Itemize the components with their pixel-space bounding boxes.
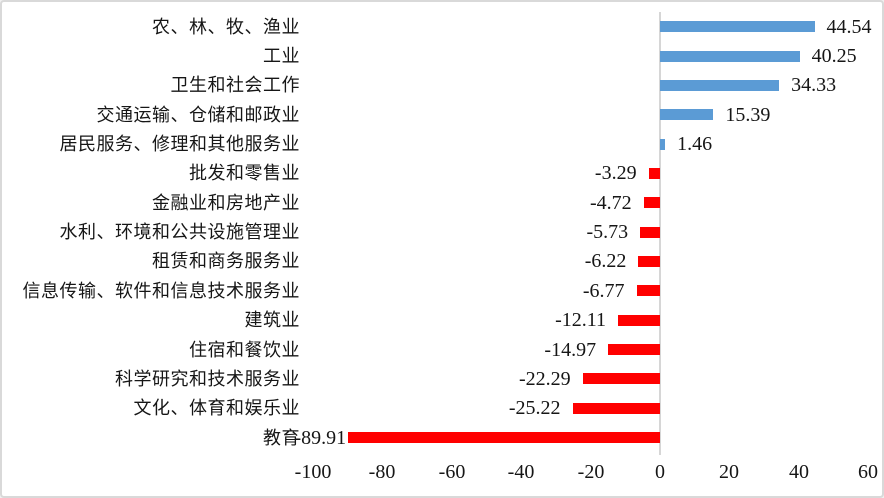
value-label: -89.91 <box>294 427 347 449</box>
x-tick-label: -20 <box>577 461 605 484</box>
category-label: 批发和零售业 <box>189 163 300 183</box>
x-tick-label: 0 <box>655 461 665 484</box>
value-label: -3.29 <box>594 162 637 184</box>
category-label: 文化、体育和娱乐业 <box>133 398 300 418</box>
value-label: -6.22 <box>584 250 627 272</box>
bar <box>636 285 660 296</box>
bar <box>643 197 660 208</box>
x-tick-label: 40 <box>789 461 809 484</box>
bar <box>608 344 660 355</box>
category-label: 建筑业 <box>244 310 300 330</box>
bar <box>640 227 660 238</box>
value-label: -6.77 <box>582 280 625 302</box>
bar <box>660 109 714 120</box>
bar <box>648 168 660 179</box>
x-tick-label: -40 <box>507 461 535 484</box>
category-label: 工业 <box>263 46 300 66</box>
value-label: -5.73 <box>586 221 629 243</box>
bar <box>582 373 660 384</box>
value-label: 34.33 <box>791 74 837 96</box>
value-label: -4.72 <box>589 192 632 214</box>
category-label: 居民服务、修理和其他服务业 <box>59 134 300 154</box>
value-label: 1.46 <box>677 133 713 155</box>
value-label: -25.22 <box>508 397 561 419</box>
x-tick-label: -100 <box>294 461 332 484</box>
category-label: 卫生和社会工作 <box>170 75 300 95</box>
value-label: -22.29 <box>519 368 571 390</box>
x-tick-label: 60 <box>858 461 878 484</box>
value-label: 15.39 <box>725 104 771 126</box>
category-label: 科学研究和技术服务业 <box>115 369 300 389</box>
bar <box>572 403 660 414</box>
category-label: 金融业和房地产业 <box>152 193 300 213</box>
value-label: -12.11 <box>555 309 606 331</box>
value-label: 40.25 <box>811 45 857 67</box>
bar <box>660 139 666 150</box>
bar <box>660 80 780 91</box>
value-label: -14.97 <box>544 339 597 361</box>
bar <box>660 21 815 32</box>
category-axis-line <box>659 12 661 456</box>
bar <box>617 315 660 326</box>
x-tick-label: -60 <box>438 461 466 484</box>
bar <box>638 256 660 267</box>
category-label: 教育 <box>263 428 300 448</box>
value-label: 44.54 <box>826 16 872 38</box>
x-tick-label: -80 <box>368 461 396 484</box>
bar <box>348 432 660 443</box>
category-label: 租赁和商务服务业 <box>152 251 300 271</box>
category-label: 信息传输、软件和信息技术服务业 <box>22 281 300 301</box>
bar <box>660 51 800 62</box>
category-label: 水利、环境和公共设施管理业 <box>59 222 300 242</box>
x-tick-label: 20 <box>719 461 739 484</box>
category-label: 农、林、牧、渔业 <box>152 17 300 37</box>
category-label: 住宿和餐饮业 <box>189 340 300 360</box>
category-label: 交通运输、仓储和邮政业 <box>96 105 300 125</box>
